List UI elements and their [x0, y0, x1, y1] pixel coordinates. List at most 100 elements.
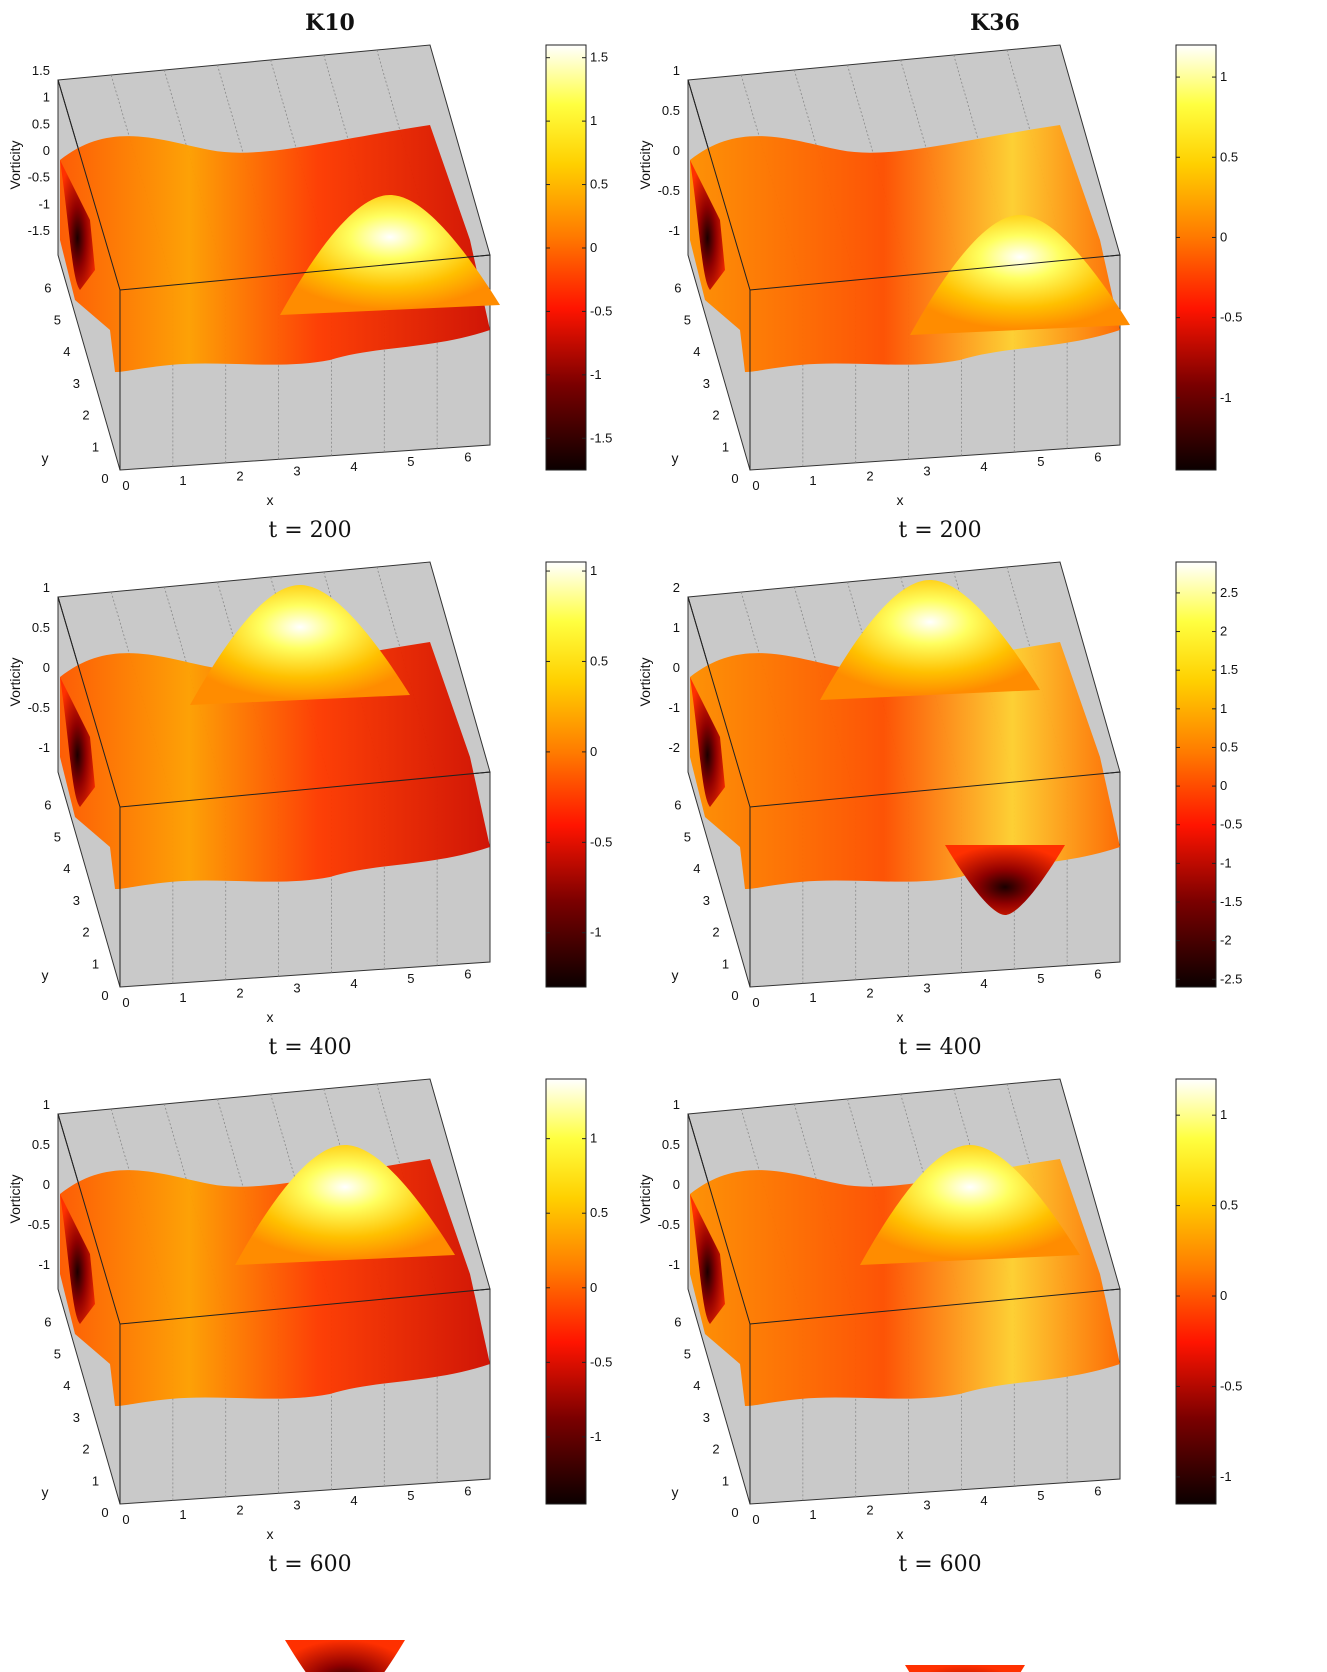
colorbar-tick-label: 1 — [1220, 69, 1227, 84]
surface-panel: 0 1 2 3 4 5 6 x 0 1 2 3 4 5 6 y 1 0.5 0 -0.5 -1 Vorticity 1 0.5… — [637, 44, 1242, 543]
surface-trough — [60, 160, 95, 290]
surface-peak — [820, 580, 1040, 700]
surface-trough — [905, 1665, 1025, 1672]
x-tick-label: 2 — [866, 985, 873, 1000]
colorbar — [545, 561, 587, 988]
colorbar-tick-label: 0 — [590, 744, 597, 759]
y-tick-label: 3 — [703, 1410, 710, 1425]
colorbar-tick-label: 1.5 — [590, 50, 608, 65]
surface-trough — [690, 160, 725, 290]
z-tick-label: -1 — [668, 1257, 680, 1272]
colorbar-tick-label: -0.5 — [1220, 310, 1242, 325]
x-tick-label: 3 — [923, 981, 930, 996]
colorbar-tick-label: 0 — [1220, 778, 1227, 793]
y-tick-label: 2 — [82, 408, 89, 423]
x-axis-label: x — [267, 492, 274, 508]
y-axis-label: y — [672, 1484, 679, 1500]
surface-peak — [910, 215, 1130, 335]
z-tick-label: 0 — [673, 660, 680, 675]
surface-panel: 0 1 2 3 4 5 6 x 0 1 2 3 4 5 6 y 1 0.5 0 -0.5 -1 Vorticity 1 0.5… — [7, 561, 612, 1060]
surface-panel: 0 1 2 3 4 5 6 x 0 1 2 3 4 5 6 y 1.5 1 0.5 0 -0.5 -1 -1.5 Vortic… — [7, 44, 612, 543]
y-tick-label: 1 — [92, 956, 99, 971]
y-axis-label: y — [672, 967, 679, 983]
colorbar-tick-label: -0.5 — [1220, 1378, 1242, 1393]
x-tick-label: 6 — [464, 449, 471, 464]
z-tick-label: 1 — [673, 63, 680, 78]
colorbar-tick-label: -1 — [590, 367, 602, 382]
surface-trough — [285, 1640, 405, 1672]
vorticity-surface — [60, 585, 490, 889]
x-tick-label: 6 — [1094, 966, 1101, 981]
x-tick-label: 6 — [1094, 1483, 1101, 1498]
z-tick-label: -0.5 — [658, 1217, 680, 1232]
x-tick-label: 0 — [752, 1512, 759, 1527]
x-tick-label: 4 — [980, 459, 987, 474]
x-axis-label: x — [267, 1526, 274, 1542]
surface-trough — [690, 677, 725, 807]
y-axis-label: y — [42, 967, 49, 983]
x-tick-label: 0 — [122, 1512, 129, 1527]
y-tick-label: 6 — [44, 798, 51, 813]
colorbar-tick-label: 1.5 — [1220, 662, 1238, 677]
z-axis-label: Vorticity — [637, 140, 653, 189]
y-tick-label: 3 — [703, 893, 710, 908]
y-tick-label: 3 — [73, 1410, 80, 1425]
x-tick-label: 4 — [350, 459, 357, 474]
x-tick-label: 6 — [464, 1483, 471, 1498]
time-label: t = 400 — [898, 1035, 981, 1060]
time-label: t = 200 — [898, 518, 981, 543]
y-axis-label: y — [42, 450, 49, 466]
surface-body — [690, 642, 1120, 889]
x-tick-label: 3 — [923, 464, 930, 479]
y-tick-label: 5 — [54, 312, 61, 327]
y-tick-label: 6 — [674, 1315, 681, 1330]
surface-trough — [945, 845, 1065, 915]
y-tick-label: 5 — [684, 1346, 691, 1361]
y-tick-label: 4 — [63, 344, 70, 359]
vorticity-surface — [60, 1145, 490, 1672]
y-axis-label: y — [42, 1484, 49, 1500]
x-tick-label: 0 — [752, 995, 759, 1010]
colorbar-tick-label: -1 — [590, 1429, 602, 1444]
z-axis-label: Vorticity — [7, 1174, 23, 1223]
x-tick-label: 1 — [179, 990, 186, 1005]
vorticity-surface — [690, 1145, 1120, 1672]
time-label: t = 600 — [898, 1552, 981, 1577]
y-tick-label: 4 — [693, 344, 700, 359]
colorbar-tick-label: 0.5 — [1220, 149, 1238, 164]
z-tick-label: 0.5 — [32, 620, 50, 635]
y-tick-label: 4 — [63, 1378, 70, 1393]
colorbar-tick-label: -2.5 — [1220, 971, 1242, 986]
colorbar-tick-label: -2 — [1220, 933, 1232, 948]
y-tick-label: 0 — [731, 1505, 738, 1520]
colorbar-tick-label: -0.5 — [590, 303, 612, 318]
z-tick-label: 1.5 — [32, 63, 50, 78]
vorticity-surface — [690, 125, 1130, 372]
colorbar — [1175, 561, 1217, 988]
x-tick-label: 1 — [809, 1507, 816, 1522]
colorbar-tick-label: 1 — [1220, 701, 1227, 716]
colorbar-tick-label: 0.5 — [590, 1205, 608, 1220]
z-tick-label: -1 — [38, 1257, 50, 1272]
y-tick-label: 3 — [73, 893, 80, 908]
y-tick-label: 0 — [731, 988, 738, 1003]
z-tick-label: 0 — [43, 660, 50, 675]
z-axis-label: Vorticity — [7, 140, 23, 189]
x-axis-label: x — [897, 1526, 904, 1542]
z-tick-label: -1 — [38, 196, 50, 211]
vorticity-surface — [60, 125, 500, 372]
y-tick-label: 3 — [73, 376, 80, 391]
time-label: t = 400 — [268, 1035, 351, 1060]
colorbar — [1175, 44, 1217, 471]
x-tick-label: 6 — [464, 966, 471, 981]
x-tick-label: 5 — [407, 971, 414, 986]
x-tick-label: 2 — [866, 468, 873, 483]
y-tick-label: 0 — [731, 471, 738, 486]
colorbar-tick-label: 0.5 — [1220, 1198, 1238, 1213]
x-tick-label: 1 — [809, 473, 816, 488]
y-tick-label: 2 — [82, 1442, 89, 1457]
y-tick-label: 6 — [674, 798, 681, 813]
vorticity-surface — [690, 580, 1120, 915]
colorbar — [545, 44, 587, 471]
z-tick-label: -1.5 — [28, 223, 50, 238]
